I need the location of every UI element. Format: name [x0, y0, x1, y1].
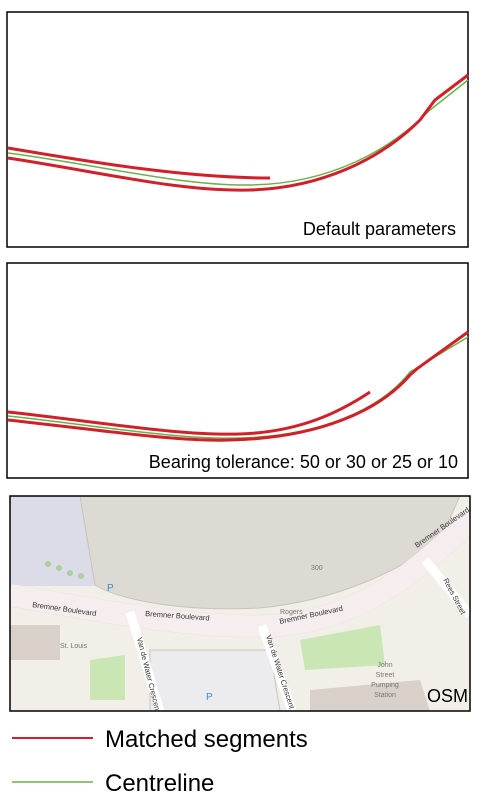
legend: Matched segments Centreline	[12, 726, 308, 797]
map-road	[125, 610, 165, 711]
map-label: Pumping	[371, 682, 399, 689]
centreline	[7, 79, 469, 186]
map-label: Street	[376, 672, 395, 679]
panel-label: OSM	[427, 686, 468, 706]
map-building	[310, 680, 430, 711]
map-label: St. Louis	[60, 643, 88, 650]
matched-segment	[7, 390, 371, 436]
map-label: Rogers	[280, 609, 303, 616]
map-label: P	[107, 583, 114, 594]
map-building	[10, 625, 60, 660]
map-road-edge	[10, 511, 470, 638]
map-parking	[149, 649, 281, 711]
matched-segment	[7, 146, 271, 180]
matched-segment	[7, 330, 469, 442]
panel-frame	[6, 262, 469, 479]
map-road	[257, 624, 297, 711]
panel-frame	[9, 495, 471, 712]
map-road	[421, 557, 470, 618]
map-label: 300	[311, 565, 323, 572]
panel-default: Default parameters	[6, 11, 469, 248]
map-label: P	[206, 692, 213, 703]
map-label: Station	[374, 692, 396, 699]
panel-bearing: Bearing tolerance: 50 or 30 or 25 or 10	[6, 262, 469, 479]
map-road	[10, 512, 470, 638]
panel-map: Bremner Boulevard Bremner Boulevard Brem…	[9, 495, 471, 712]
map-tree	[56, 565, 62, 571]
panel-frame	[6, 11, 469, 248]
panel-label: Bearing tolerance: 50 or 30 or 25 or 10	[149, 452, 458, 472]
panel-label: Default parameters	[303, 219, 456, 239]
map-tree	[78, 573, 84, 579]
legend-label: Centreline	[105, 770, 214, 797]
map-park	[90, 655, 125, 700]
map-label: John	[377, 662, 392, 669]
legend-label: Matched segments	[105, 726, 308, 753]
matched-segment	[7, 73, 469, 192]
map-tree	[67, 570, 73, 576]
map-tree	[45, 561, 51, 567]
map-label: Bremner Boulevard	[145, 609, 210, 622]
map-park	[300, 625, 385, 670]
